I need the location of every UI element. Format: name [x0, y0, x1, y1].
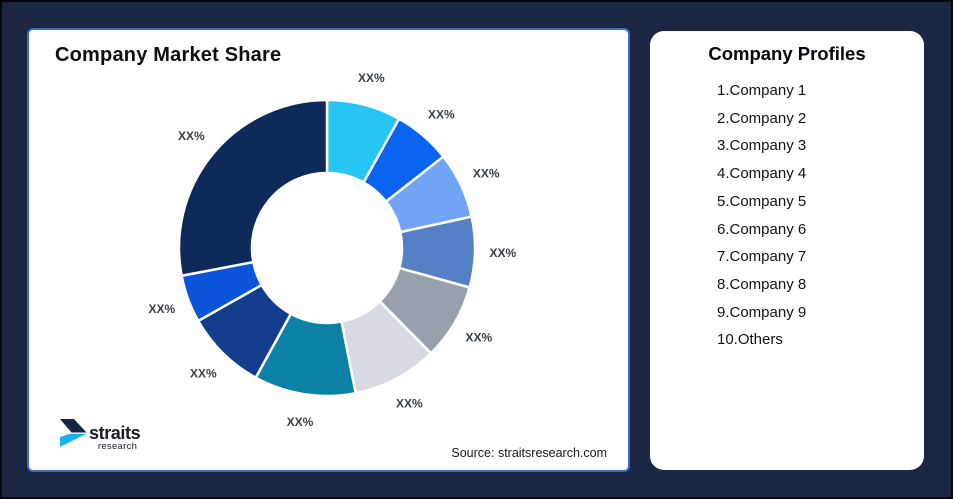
logo-text: straits research [89, 419, 141, 452]
profile-list-item: 1.Company 1 [717, 82, 807, 99]
chart-title: Company Market Share [55, 44, 282, 66]
donut-segment-label: XX% [428, 107, 455, 121]
profiles-list: 1.Company 1 2.Company 2 3.Company 3 4.Compa… [650, 77, 924, 354]
donut-segment-label: XX% [190, 366, 217, 380]
donut-segment-label: XX% [473, 166, 500, 180]
profile-list-item: 2.Company 2 [717, 109, 807, 127]
logo-brand-name: straits [89, 423, 141, 443]
source-note: Source: straitsresearch.com [451, 446, 607, 460]
donut-segment [177, 98, 329, 277]
market-share-card: Company Market Share XX% XX% XX% XX% XX% XX% X… [27, 28, 630, 472]
logo-arrow-top [60, 419, 87, 433]
donut-segment-label: XX% [396, 397, 423, 411]
profile-list-item: 7.Company 7 [717, 248, 807, 266]
donut-segment-label: XX% [358, 71, 385, 85]
market-share-donut: XX% XX% XX% XX% XX% XX% XX% XX% XX% XX% [148, 71, 517, 429]
company-profiles-card: Company Profiles 1.Company 1 2.Company 2 3… [650, 31, 924, 470]
donut-segment-label: XX% [490, 246, 517, 260]
profile-list-item: 5.Company 5 [717, 192, 807, 210]
profile-list-item: 4.Company 4 [717, 165, 807, 183]
profiles-title: Company Profiles [708, 43, 866, 64]
logo-brand-subtitle: research [97, 441, 138, 452]
profile-list-item: 8.Company 8 [717, 275, 807, 293]
donut-segment-label: XX% [287, 415, 314, 429]
donut-segment-label: XX% [178, 129, 205, 143]
profile-list-item: 10.Others [717, 331, 783, 349]
straits-research-logo: straits research [60, 419, 141, 452]
profile-list-item: 6.Company 6 [717, 220, 807, 238]
logo-arrow-bottom [60, 433, 87, 447]
profile-list-item: 3.Company 3 [717, 137, 807, 155]
donut-segment-label: XX% [465, 330, 492, 344]
straits-arrow-icon [60, 419, 87, 447]
profile-list-item: 9.Company 9 [717, 303, 807, 321]
donut-segment-label: XX% [148, 302, 175, 316]
